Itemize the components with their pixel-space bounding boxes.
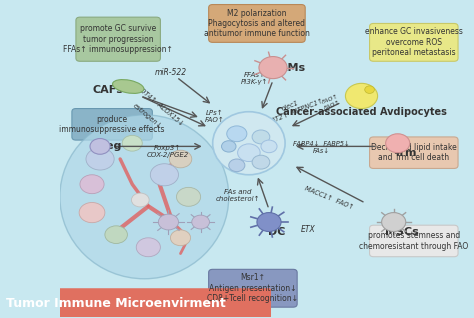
- Text: CAFs: CAFs: [92, 85, 124, 95]
- Ellipse shape: [213, 112, 285, 175]
- Circle shape: [382, 213, 406, 232]
- Circle shape: [131, 193, 149, 207]
- Text: Cancer-associated Avdipocytes: Cancer-associated Avdipocytes: [276, 107, 447, 117]
- Circle shape: [79, 203, 105, 223]
- Circle shape: [80, 175, 104, 194]
- Text: enhance GC invasiveness
overcome ROS
peritoneal metastasis: enhance GC invasiveness overcome ROS per…: [365, 27, 463, 57]
- FancyBboxPatch shape: [58, 288, 271, 318]
- Circle shape: [150, 164, 179, 186]
- Circle shape: [252, 130, 270, 144]
- Text: produce
immunosuppressive effects: produce immunosuppressive effects: [59, 114, 165, 134]
- FancyBboxPatch shape: [370, 24, 458, 61]
- FancyBboxPatch shape: [72, 108, 152, 140]
- Circle shape: [257, 213, 281, 232]
- Text: M2 polarization
Phagocytosis and altered
antitumor immune function: M2 polarization Phagocytosis and altered…: [204, 9, 310, 38]
- FancyBboxPatch shape: [370, 137, 458, 169]
- Text: FAO↑
FAO↑: FAO↑ FAO↑: [321, 94, 342, 111]
- Text: ETX: ETX: [301, 225, 316, 234]
- Circle shape: [229, 159, 245, 172]
- Ellipse shape: [60, 115, 229, 279]
- Circle shape: [259, 57, 287, 79]
- FancyBboxPatch shape: [76, 17, 160, 61]
- Circle shape: [192, 215, 210, 229]
- Circle shape: [136, 238, 160, 257]
- Text: LPs↑
FAO↑: LPs↑ FAO↑: [205, 110, 225, 123]
- Circle shape: [171, 230, 191, 246]
- Text: Foxp3↑
COX-2/PGE2: Foxp3↑ COX-2/PGE2: [146, 145, 189, 158]
- Circle shape: [252, 155, 270, 169]
- Text: Decreased lipid intake
and Trm cell death: Decreased lipid intake and Trm cell deat…: [371, 143, 456, 162]
- Text: miR-522: miR-522: [155, 68, 186, 77]
- Circle shape: [169, 150, 192, 168]
- Text: DC: DC: [268, 226, 286, 237]
- Circle shape: [122, 135, 142, 151]
- Circle shape: [176, 187, 201, 206]
- Ellipse shape: [112, 80, 144, 93]
- Text: olec1
DGAT2↑  PITPNC1↑: olec1 DGAT2↑ PITPNC1↑: [258, 91, 324, 128]
- Text: promote GC survive
tumor progression
FFAs↑ immunosuppression↑: promote GC survive tumor progression FFA…: [63, 24, 173, 54]
- Circle shape: [86, 148, 114, 170]
- Circle shape: [386, 134, 410, 153]
- Circle shape: [227, 126, 247, 142]
- Circle shape: [221, 141, 236, 152]
- Circle shape: [237, 144, 260, 162]
- Text: Tumor Immune Microenvirment: Tumor Immune Microenvirment: [6, 297, 226, 310]
- Circle shape: [105, 226, 128, 244]
- Text: promotes stemness and
chemoresistant through FAO: promotes stemness and chemoresistant thr…: [359, 231, 468, 251]
- Text: MACC1↑  FAO↑: MACC1↑ FAO↑: [303, 186, 354, 211]
- Circle shape: [365, 86, 374, 93]
- FancyBboxPatch shape: [209, 4, 305, 42]
- Text: FAs and
cholesterol↑: FAs and cholesterol↑: [215, 189, 260, 202]
- Text: Treg: Treg: [94, 142, 122, 151]
- Text: FABP4↓  FABP5↓
FAs↓: FABP4↓ FABP5↓ FAs↓: [293, 142, 349, 155]
- Text: MSCs: MSCs: [385, 226, 419, 237]
- Text: FFAs↑
PI3K-γ↑: FFAs↑ PI3K-γ↑: [241, 72, 268, 85]
- Circle shape: [158, 214, 179, 230]
- Circle shape: [346, 83, 378, 108]
- Text: Trm: Trm: [394, 148, 418, 158]
- Text: TAMs: TAMs: [273, 63, 306, 73]
- Text: Msr1↑
Antigen presentation↓
CD8+Tcell recognition↓: Msr1↑ Antigen presentation↓ CD8+Tcell re…: [208, 273, 299, 303]
- Circle shape: [261, 140, 277, 153]
- Text: estrogen↓: estrogen↓: [132, 103, 163, 130]
- FancyBboxPatch shape: [370, 225, 458, 257]
- FancyBboxPatch shape: [209, 269, 297, 307]
- Text: ACOT4↑  ALOX15↓: ACOT4↑ ALOX15↓: [132, 81, 185, 127]
- Circle shape: [90, 139, 110, 154]
